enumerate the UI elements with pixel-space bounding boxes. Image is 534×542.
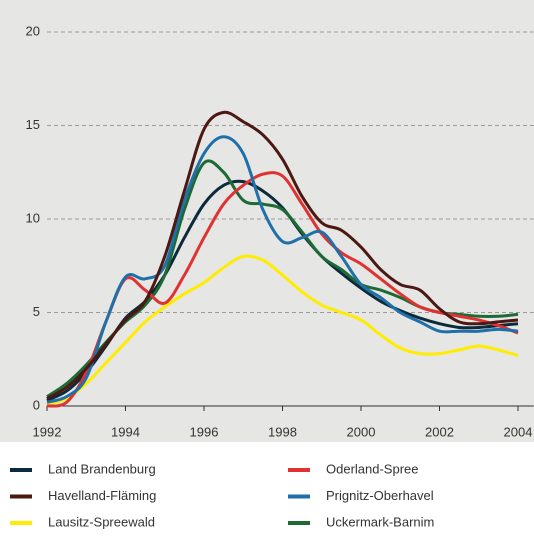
x-tick-label: 1994 xyxy=(111,424,140,439)
series-line xyxy=(46,135,519,404)
y-tick-label: 0 xyxy=(33,397,40,412)
legend-label: Uckermark-Barnim xyxy=(326,514,434,529)
y-tick-label: 10 xyxy=(26,210,40,225)
y-tick-label: 20 xyxy=(26,23,40,38)
x-tick-label: 2002 xyxy=(425,424,454,439)
series-line xyxy=(46,254,519,406)
legend-label: Lausitz-Spreewald xyxy=(48,514,155,529)
series-line xyxy=(46,110,519,400)
legend-label: Oderland-Spree xyxy=(326,461,419,476)
y-tick-label: 15 xyxy=(26,117,40,132)
legend-label: Land Brandenburg xyxy=(48,461,156,476)
legend-label: Prignitz-Oberhavel xyxy=(326,488,434,503)
legend-label: Havelland-Fläming xyxy=(48,488,156,503)
y-tick-label: 5 xyxy=(33,304,40,319)
x-tick-label: 1996 xyxy=(190,424,219,439)
x-tick-label: 1998 xyxy=(268,424,297,439)
x-tick-label: 1992 xyxy=(33,424,62,439)
x-tick-label: 2004 xyxy=(504,424,533,439)
x-tick-label: 2000 xyxy=(347,424,376,439)
